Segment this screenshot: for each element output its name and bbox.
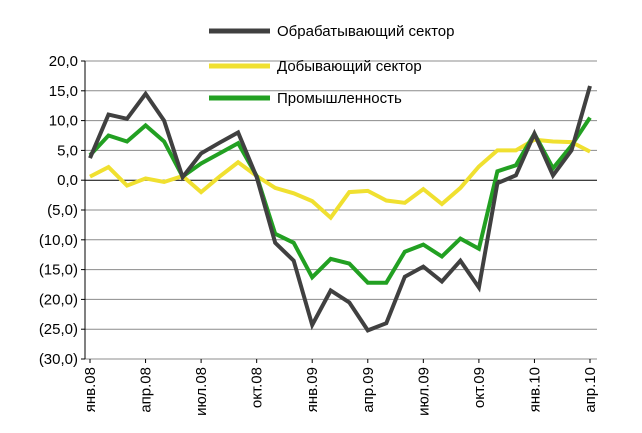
y-tick-label: (30,0) (39, 351, 78, 368)
y-tick-label: 20,0 (49, 53, 78, 70)
x-tick-label: янв.09 (304, 367, 321, 412)
y-tick-label: (15,0) (39, 262, 78, 279)
x-tick-label: июл.08 (193, 367, 210, 416)
legend-label-1: Добывающий сектор (277, 58, 422, 75)
y-tick-label: 0,0 (57, 172, 78, 189)
legend-label-2: Промышленность (277, 90, 402, 107)
y-tick-label: 5,0 (57, 142, 78, 159)
series-line-2 (88, 116, 592, 285)
y-tick-label: 15,0 (49, 83, 78, 100)
legend: Обрабатывающий сектор Добывающий сектор Пр… (209, 23, 454, 107)
series-line-1 (89, 137, 591, 221)
x-tick-label: окт.08 (249, 367, 266, 408)
y-axis-tick-labels: 20,0 15,0 10,0 5,0 0,0 (5,0) (10,0) (15,0) (20,0… (39, 53, 78, 368)
series-line-0 (88, 85, 592, 333)
y-tick-label: (25,0) (39, 321, 78, 338)
x-tick-label: июл.09 (415, 367, 432, 416)
x-tick-label: янв.08 (82, 367, 99, 412)
y-tick-label: (5,0) (47, 202, 78, 219)
x-tick-label: апр.09 (360, 367, 377, 413)
y-tick-label: 10,0 (49, 113, 78, 130)
series-lines (88, 85, 592, 333)
x-tick-label: апр.10 (582, 367, 599, 413)
y-tick-label: (20,0) (39, 291, 78, 308)
x-axis-tick-labels: янв.08 апр.08 июл.08 окт.08 янв.09 апр.09 июл.… (82, 359, 599, 416)
x-tick-label: янв.10 (526, 367, 543, 412)
x-tick-label: апр.08 (138, 367, 155, 413)
x-tick-label: окт.09 (471, 367, 488, 408)
y-tick-label: (10,0) (39, 232, 78, 249)
legend-label-0: Обрабатывающий сектор (277, 23, 454, 40)
